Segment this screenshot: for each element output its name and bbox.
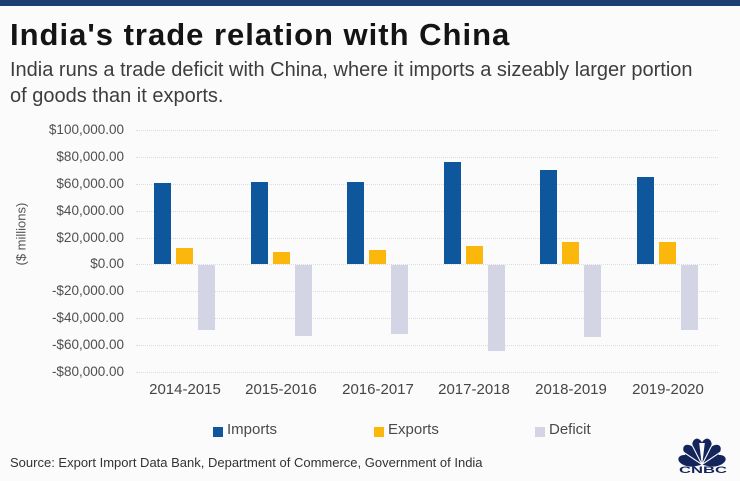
svg-text:CNBC: CNBC [679,465,727,476]
